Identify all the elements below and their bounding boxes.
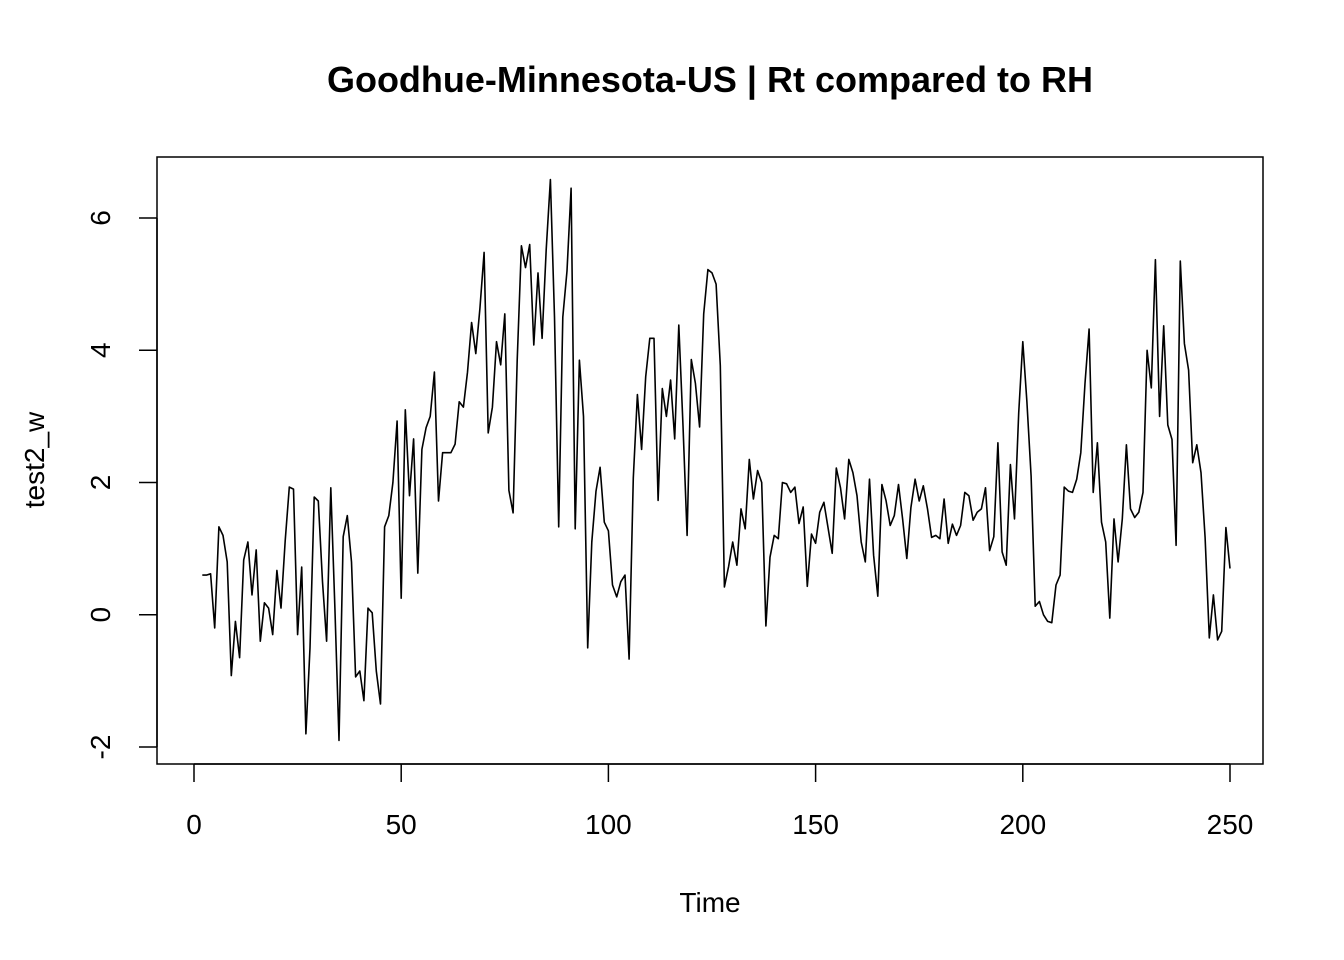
y-tick-label: 6: [85, 210, 116, 226]
x-tick-label: 100: [585, 809, 632, 840]
x-tick-label: 50: [386, 809, 417, 840]
y-axis-label: test2_w: [19, 411, 50, 508]
x-tick-label: 200: [999, 809, 1046, 840]
series-line: [202, 178, 1231, 742]
y-tick-label: 0: [85, 607, 116, 623]
y-tick-label: 2: [85, 475, 116, 491]
x-axis: 0 50 100 150 200 250: [186, 763, 1254, 840]
x-tick-label: 250: [1207, 809, 1254, 840]
y-tick-label: -2: [85, 735, 116, 760]
y-tick-label: 4: [85, 342, 116, 358]
plot-frame: [156, 156, 1264, 765]
x-tick-label: 0: [186, 809, 202, 840]
x-tick-label: 150: [792, 809, 839, 840]
chart-title: Goodhue-Minnesota-US | Rt compared to RH: [327, 59, 1093, 101]
x-axis-label: Time: [679, 887, 740, 918]
y-axis: -2 0 2 4 6: [85, 210, 158, 760]
